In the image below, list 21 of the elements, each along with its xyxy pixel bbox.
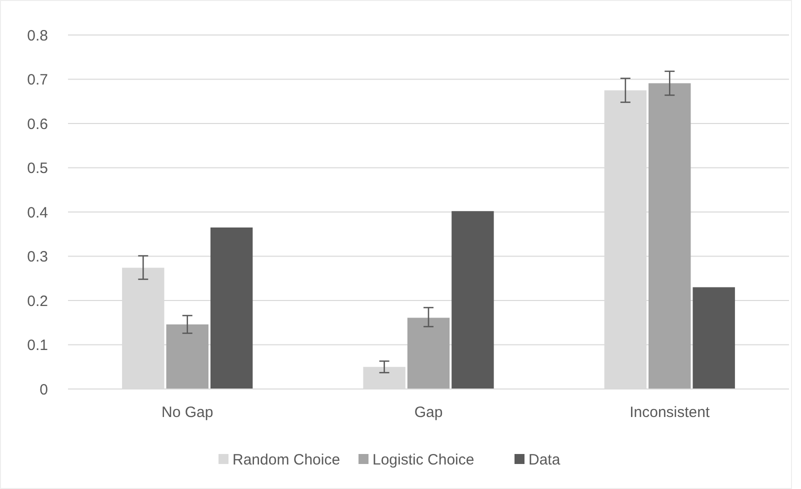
x-tick-label: Gap bbox=[414, 404, 443, 421]
y-tick-label: 0.8 bbox=[27, 27, 48, 44]
legend-label: Data bbox=[528, 451, 561, 468]
bar bbox=[407, 318, 450, 389]
y-tick-label: 0.6 bbox=[27, 116, 48, 133]
y-tick-label: 0 bbox=[40, 381, 48, 398]
y-tick-label: 0.1 bbox=[27, 337, 48, 354]
y-tick-label: 0.2 bbox=[27, 292, 48, 310]
y-tick-label: 0.3 bbox=[27, 248, 48, 266]
x-tick-label: No Gap bbox=[162, 404, 214, 421]
bar bbox=[210, 227, 253, 389]
bar bbox=[452, 211, 494, 389]
y-tick-label: 0.5 bbox=[27, 160, 48, 177]
legend-label: Logistic Choice bbox=[372, 451, 474, 468]
bar bbox=[648, 83, 691, 389]
x-tick-label: Inconsistent bbox=[630, 404, 710, 421]
y-tick-label: 0.7 bbox=[27, 72, 48, 88]
y-tick-label: 0.4 bbox=[27, 204, 48, 222]
bar bbox=[166, 324, 208, 389]
legend-label: Random Choice bbox=[232, 451, 340, 468]
bar bbox=[692, 287, 735, 389]
